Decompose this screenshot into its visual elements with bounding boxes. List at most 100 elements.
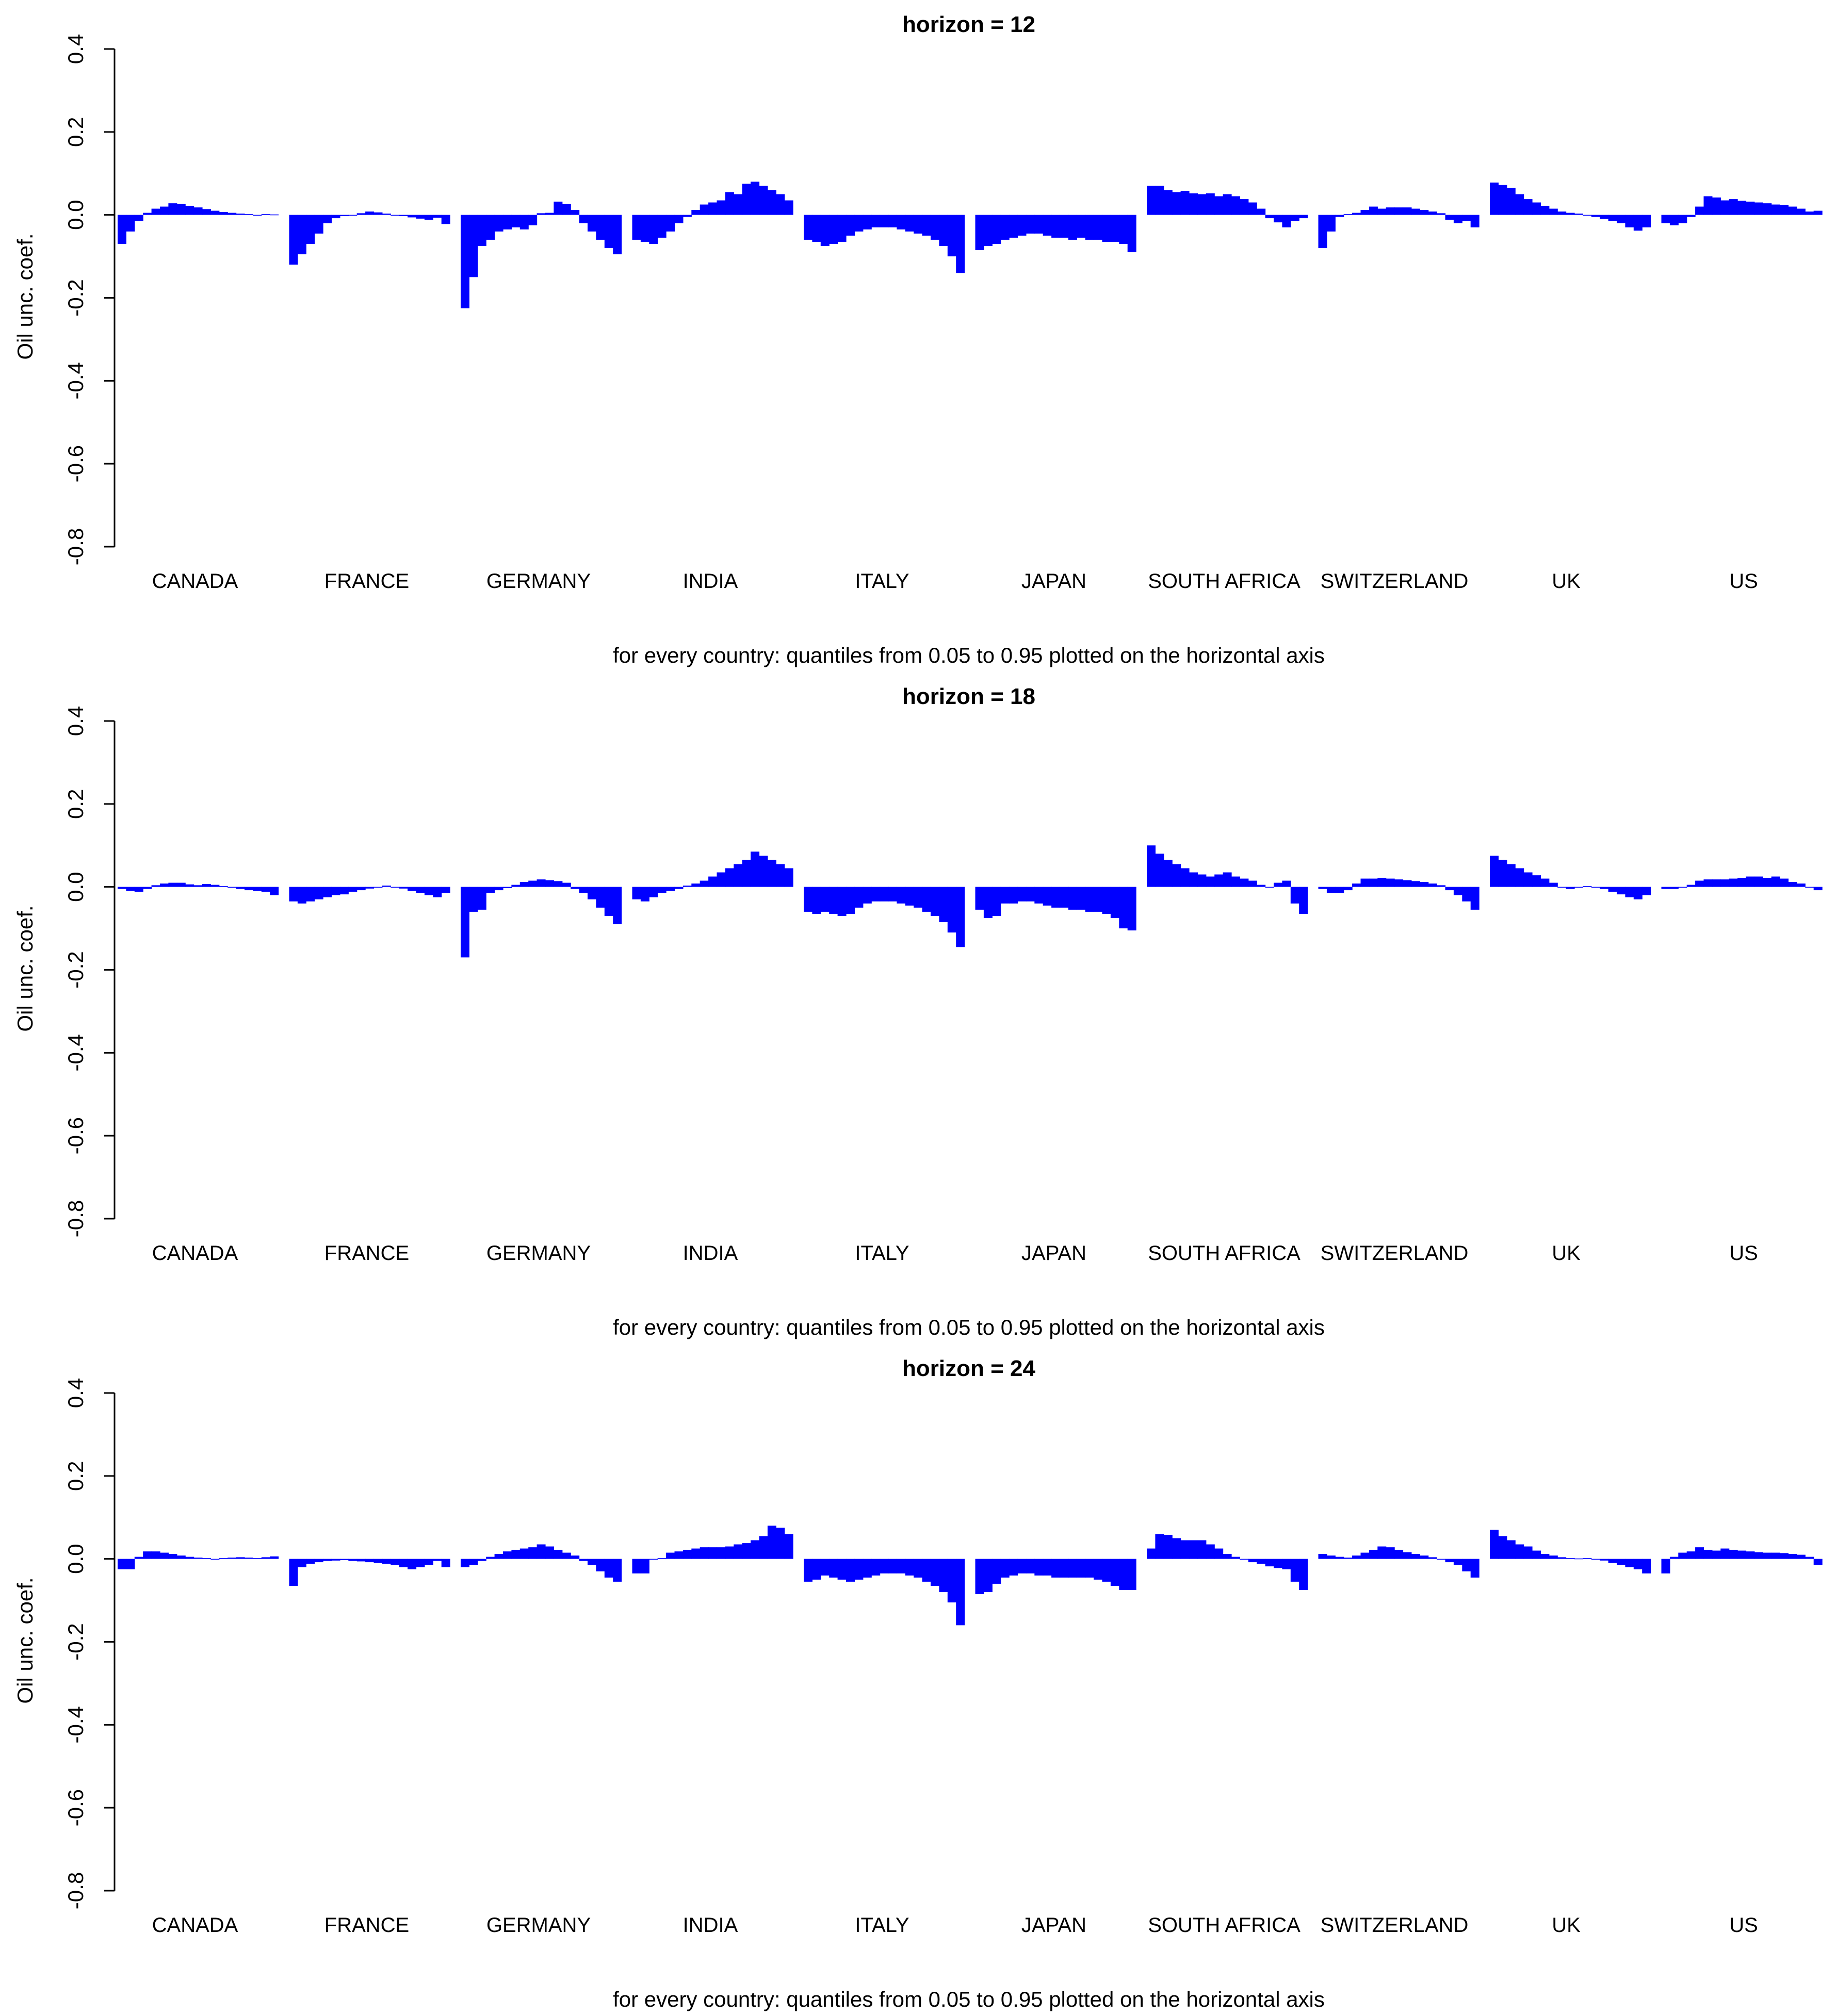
- bar: [992, 887, 1001, 916]
- bar: [1257, 1559, 1266, 1564]
- bar: [579, 1559, 588, 1561]
- bar: [519, 215, 529, 230]
- bar: [1420, 1555, 1429, 1559]
- bar: [306, 887, 315, 902]
- bar: [1462, 215, 1471, 221]
- bar: [1352, 883, 1361, 887]
- y-tick-label: 0.0: [63, 1544, 88, 1574]
- bar: [717, 1547, 726, 1559]
- bar: [1462, 887, 1471, 902]
- bar: [210, 210, 220, 215]
- category-label: FRANCE: [324, 1914, 409, 1937]
- bar: [1102, 887, 1111, 914]
- bar: [486, 887, 495, 893]
- bar: [657, 1558, 666, 1559]
- bar: [441, 1559, 450, 1567]
- bar: [947, 1559, 956, 1603]
- bar: [1737, 1550, 1747, 1559]
- bar: [160, 206, 169, 215]
- category-label: CANADA: [152, 1914, 238, 1937]
- bar: [649, 887, 658, 897]
- bar: [391, 1559, 400, 1565]
- bar: [433, 215, 442, 218]
- bar: [837, 887, 847, 916]
- bar: [416, 1559, 425, 1567]
- bar: [922, 887, 931, 912]
- bar: [1813, 887, 1823, 891]
- panel-horizon-1: horizon = 18 0.4 0.2 0.0 -0.2 -0.4 -0.6 -0.8 Oil…: [13, 684, 1823, 1339]
- bar: [897, 1559, 906, 1574]
- bar: [1240, 199, 1249, 215]
- bar: [682, 215, 692, 217]
- bar: [202, 1558, 211, 1559]
- bar: [1557, 211, 1567, 215]
- bar: [356, 887, 366, 891]
- bar: [1274, 882, 1282, 887]
- category-label: GERMANY: [486, 1914, 591, 1937]
- bar: [1352, 1555, 1361, 1559]
- bar: [1813, 1559, 1823, 1565]
- bar: [1386, 878, 1395, 887]
- bar: [261, 887, 270, 892]
- bar: [596, 1559, 605, 1571]
- bar: [554, 1549, 563, 1559]
- bar: [649, 215, 658, 244]
- bar: [700, 204, 709, 215]
- bar: [236, 214, 245, 215]
- bar: [143, 212, 152, 215]
- bar: [983, 215, 993, 246]
- bar: [1189, 1540, 1198, 1559]
- bar: [1661, 887, 1670, 889]
- bar: [1172, 864, 1181, 887]
- bar: [1608, 215, 1617, 221]
- category-label: UK: [1552, 1914, 1581, 1937]
- bar: [1796, 883, 1806, 887]
- bar: [1094, 887, 1103, 912]
- bar: [339, 887, 349, 895]
- bar: [227, 887, 237, 888]
- bar: [1051, 215, 1061, 238]
- bar: [1763, 877, 1772, 887]
- bar: [1600, 1559, 1609, 1561]
- y-tick-label: -0.6: [63, 445, 88, 482]
- bar: [1147, 845, 1156, 887]
- bar: [185, 1556, 194, 1559]
- bar: [1453, 215, 1462, 223]
- bar: [528, 1547, 538, 1559]
- bar: [1085, 215, 1094, 240]
- bar: [1318, 1554, 1327, 1559]
- bar: [1223, 1554, 1232, 1559]
- bar: [1686, 215, 1696, 217]
- bar: [1470, 887, 1480, 910]
- bar: [1813, 210, 1823, 215]
- bar: [1386, 207, 1395, 215]
- bar: [1462, 1559, 1471, 1571]
- bar: [1119, 887, 1128, 929]
- bar: [1110, 1559, 1119, 1586]
- bar: [160, 1552, 169, 1559]
- chart-title: horizon = 12: [902, 12, 1035, 37]
- bar: [674, 215, 684, 223]
- category-label: SOUTH AFRICA: [1148, 1242, 1300, 1265]
- bar: [1566, 212, 1575, 215]
- bar: [176, 882, 186, 887]
- bar: [604, 215, 613, 248]
- category-label: FRANCE: [324, 570, 409, 593]
- bar: [922, 215, 931, 236]
- bar: [734, 864, 743, 887]
- bar: [708, 202, 718, 215]
- bar: [356, 1559, 366, 1562]
- bar: [1068, 887, 1077, 910]
- bar: [1206, 1544, 1215, 1559]
- category-label: UK: [1552, 1242, 1581, 1265]
- bar: [143, 887, 152, 889]
- category-label: SWITZERLAND: [1321, 1242, 1469, 1265]
- bar: [1360, 1552, 1370, 1559]
- bar: [1163, 190, 1173, 215]
- bar: [897, 215, 906, 230]
- bar: [1771, 1552, 1780, 1559]
- bar: [391, 887, 400, 888]
- bar: [1591, 1559, 1600, 1560]
- bar: [1172, 192, 1181, 215]
- bar: [804, 215, 812, 240]
